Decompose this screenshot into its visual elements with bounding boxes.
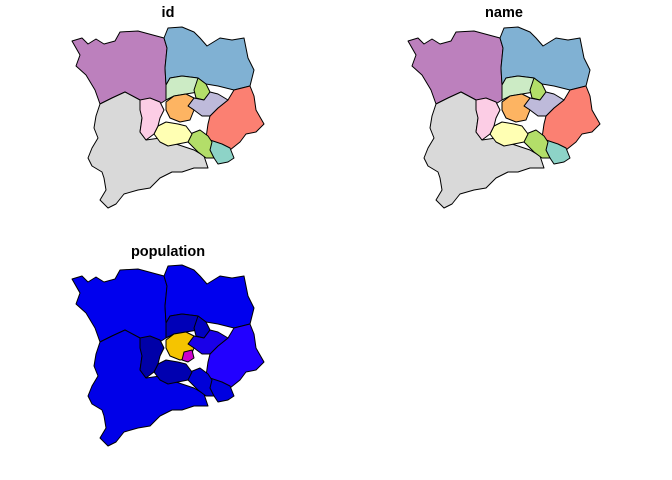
region-center-west bbox=[139, 335, 165, 379]
region-center-core bbox=[501, 93, 531, 123]
region-center-west bbox=[475, 97, 501, 141]
map-panel-3: population bbox=[71, 244, 265, 447]
map-1 bbox=[71, 26, 265, 209]
map-panel-2: name bbox=[407, 5, 601, 209]
region-southeast-mid bbox=[185, 129, 215, 159]
panel-title-2: name bbox=[485, 5, 523, 21]
map-panel-1: id bbox=[71, 5, 265, 209]
region-center-core bbox=[165, 93, 195, 123]
panel-title-3: population bbox=[131, 244, 205, 260]
region-center-south bbox=[153, 121, 193, 147]
region-center-hot bbox=[181, 349, 195, 363]
region-center-south bbox=[489, 121, 529, 147]
region-southeast-mid bbox=[185, 367, 215, 397]
map-2 bbox=[407, 26, 601, 209]
region-southeast-mid bbox=[521, 129, 551, 159]
map-3 bbox=[71, 264, 265, 447]
region-center-south bbox=[153, 359, 193, 385]
region-center-west bbox=[139, 97, 165, 141]
panel-title-1: id bbox=[162, 5, 175, 21]
